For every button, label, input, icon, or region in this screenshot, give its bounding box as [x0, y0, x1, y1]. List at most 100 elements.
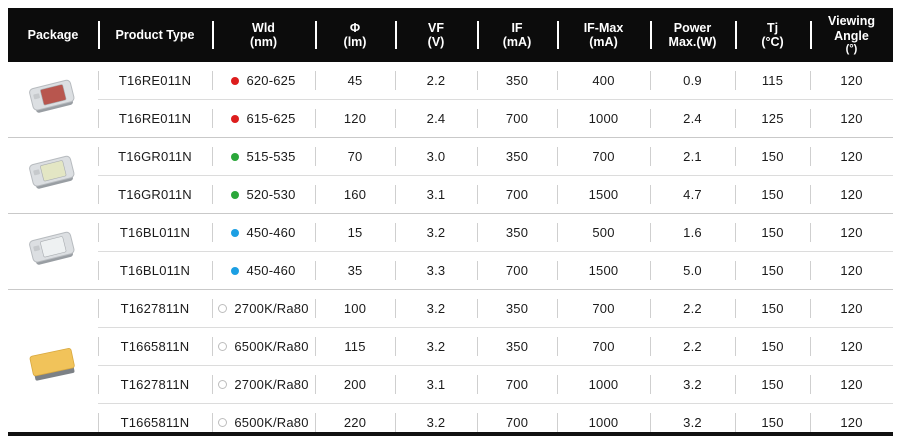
viewing-angle-cell: 120 [810, 138, 893, 175]
header-label: Wld [252, 20, 275, 35]
if-cell: 700 [477, 252, 557, 289]
phi-cell: 160 [315, 176, 395, 213]
bottom-rule [8, 432, 893, 436]
header-label: Φ [349, 20, 361, 35]
table-row: T1627811N 2700K/Ra80 100 3.2 350 700 2.2 150 120 [98, 290, 893, 327]
red-led-package-image [8, 62, 98, 137]
if-max-cell: 700 [557, 328, 650, 365]
tj-cell: 150 [735, 138, 810, 175]
header-label: Product Type [115, 27, 195, 42]
if-cell: 350 [477, 214, 557, 251]
viewing-angle-cell: 120 [810, 404, 893, 441]
power-cell: 3.2 [650, 404, 735, 441]
color-dot-icon [231, 228, 240, 237]
wld-cell: 620-625 [212, 62, 315, 99]
vf-cell: 3.2 [395, 328, 477, 365]
header-label: Power [673, 20, 712, 35]
if-cell: 700 [477, 100, 557, 137]
viewing-angle-cell: 120 [810, 290, 893, 327]
open-dot-icon [218, 304, 228, 313]
if-cell: 350 [477, 290, 557, 327]
vf-cell: 3.2 [395, 290, 477, 327]
power-cell: 1.6 [650, 214, 735, 251]
table-row: T1627811N 2700K/Ra80 200 3.1 700 1000 3.2 150 12… [98, 365, 893, 403]
table-body: T16RE011N 620-625 45 2.2 350 400 0.9 115 120 T16R… [8, 62, 893, 441]
group-rows: T16BL011N 450-460 15 3.2 350 500 1.6 150 120 T16B… [98, 214, 893, 289]
phi-cell: 220 [315, 404, 395, 441]
viewing-angle-cell: 120 [810, 252, 893, 289]
table-row: T16RE011N 620-625 45 2.2 350 400 0.9 115 120 [98, 62, 893, 99]
product-type-cell: T16RE011N [98, 100, 212, 137]
header-cell: Power Max.(W) [650, 8, 735, 62]
tj-cell: 150 [735, 290, 810, 327]
wld-value: 2700K/Ra80 [234, 301, 309, 316]
vf-cell: 3.1 [395, 176, 477, 213]
wld-value: 515-535 [246, 149, 296, 164]
header-label: (lm) [343, 35, 367, 49]
wld-cell: 6500K/Ra80 [212, 328, 315, 365]
if-cell: 350 [477, 62, 557, 99]
if-max-cell: 400 [557, 62, 650, 99]
product-type-cell: T16BL011N [98, 252, 212, 289]
table-row: T1665811N 6500K/Ra80 115 3.2 350 700 2.2 150 120 [98, 327, 893, 365]
header-label: (nm) [249, 35, 278, 49]
wld-cell: 450-460 [212, 214, 315, 251]
wld-value: 2700K/Ra80 [234, 377, 309, 392]
phi-cell: 100 [315, 290, 395, 327]
vf-cell: 3.1 [395, 366, 477, 403]
color-dot-icon [231, 114, 240, 123]
if-cell: 700 [477, 366, 557, 403]
tj-cell: 115 [735, 62, 810, 99]
header-label: (V) [427, 35, 445, 49]
package-group: T16RE011N 620-625 45 2.2 350 400 0.9 115 120 T16R… [8, 62, 893, 137]
product-type-cell: T1627811N [98, 366, 212, 403]
if-cell: 350 [477, 138, 557, 175]
if-max-cell: 500 [557, 214, 650, 251]
phi-cell: 115 [315, 328, 395, 365]
header-cell: VF (V) [395, 8, 477, 62]
power-cell: 2.4 [650, 100, 735, 137]
if-cell: 350 [477, 328, 557, 365]
vf-cell: 3.2 [395, 404, 477, 441]
group-rows: T16GR011N 515-535 70 3.0 350 700 2.1 150 120 T16G… [98, 138, 893, 213]
product-type-cell: T1665811N [98, 328, 212, 365]
tj-cell: 150 [735, 214, 810, 251]
wld-value: 615-625 [246, 111, 296, 126]
header-cell: IF (mA) [477, 8, 557, 62]
header-cell: IF-Max (mA) [557, 8, 650, 62]
viewing-angle-cell: 120 [810, 366, 893, 403]
green-led-package-image [8, 138, 98, 213]
vf-cell: 3.3 [395, 252, 477, 289]
header-label: Viewing [827, 14, 875, 29]
tj-cell: 150 [735, 366, 810, 403]
tj-cell: 150 [735, 176, 810, 213]
wld-cell: 2700K/Ra80 [212, 366, 315, 403]
color-dot-icon [231, 76, 240, 85]
viewing-angle-cell: 120 [810, 62, 893, 99]
phi-cell: 45 [315, 62, 395, 99]
vf-cell: 3.0 [395, 138, 477, 175]
tj-cell: 150 [735, 328, 810, 365]
tj-cell: 150 [735, 252, 810, 289]
wld-cell: 2700K/Ra80 [212, 290, 315, 327]
power-cell: 0.9 [650, 62, 735, 99]
table-row: T16BL011N 450-460 15 3.2 350 500 1.6 150 120 [98, 214, 893, 251]
if-max-cell: 1000 [557, 366, 650, 403]
color-dot-icon [231, 266, 240, 275]
color-dot-icon [231, 152, 240, 161]
phi-cell: 200 [315, 366, 395, 403]
vf-cell: 2.4 [395, 100, 477, 137]
header-cell: Viewing Angle (°) [810, 8, 893, 62]
package-group: T16GR011N 515-535 70 3.0 350 700 2.1 150 120 T16G… [8, 137, 893, 213]
wld-value: 620-625 [246, 73, 296, 88]
if-cell: 700 [477, 176, 557, 213]
header-cell: Package [8, 8, 98, 62]
phi-cell: 70 [315, 138, 395, 175]
if-max-cell: 1500 [557, 252, 650, 289]
header-label: Angle [834, 28, 869, 43]
header-label: (°) [845, 43, 858, 56]
wld-cell: 6500K/Ra80 [212, 404, 315, 441]
if-max-cell: 1000 [557, 100, 650, 137]
vf-cell: 3.2 [395, 214, 477, 251]
